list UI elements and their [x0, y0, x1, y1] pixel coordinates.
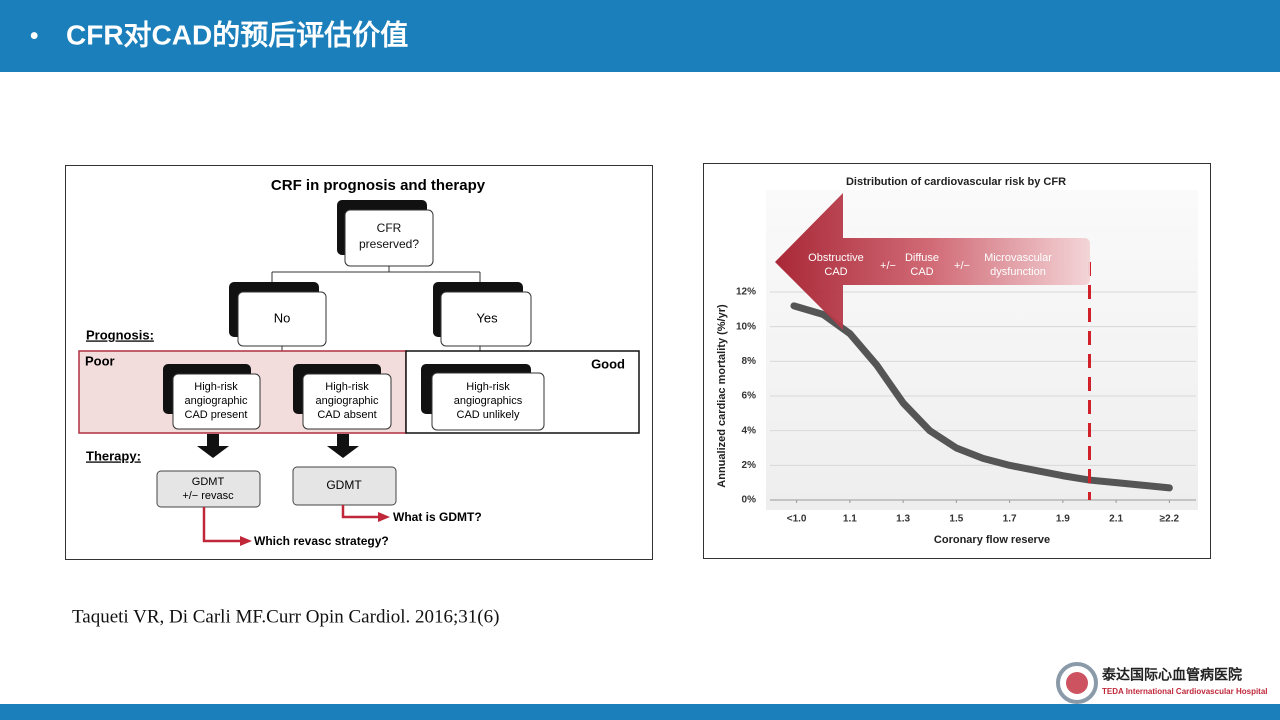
node-text: CAD unlikely	[457, 409, 520, 421]
node-text: High-risk	[194, 381, 238, 393]
arrow-label: Obstructive	[808, 252, 864, 264]
label: Good	[591, 356, 625, 371]
red-arrowhead	[240, 536, 252, 546]
y-tick-label: 10%	[736, 321, 756, 332]
y-tick-label: 2%	[742, 460, 757, 471]
y-tick-label: 0%	[742, 495, 757, 506]
logo-name: 泰达国际心血管病医院	[1101, 667, 1242, 683]
bullet: •	[30, 22, 38, 49]
node-text: angiographics	[454, 395, 523, 407]
y-tick-label: 12%	[736, 287, 756, 298]
x-tick-label: <1.0	[787, 514, 807, 525]
red-arrow	[341, 505, 380, 519]
slide-title: CFR对CAD的预后评估价值	[66, 18, 408, 50]
arrow-label: dysfunction	[990, 266, 1046, 278]
chart-title: Distribution of cardiovascular risk by C…	[846, 176, 1066, 188]
risk-curve	[790, 302, 1173, 492]
x-tick-label: 1.1	[843, 514, 857, 525]
header-bar	[0, 0, 1280, 72]
node-text: angiographic	[185, 395, 248, 407]
x-tick-label: 1.9	[1056, 514, 1070, 525]
y-tick-label: 8%	[742, 356, 757, 367]
box	[172, 373, 261, 430]
arrow-label: CAD	[824, 266, 847, 278]
box	[344, 209, 434, 267]
y-axis-label: Annualized cardiac mortality (%/yr)	[716, 304, 728, 488]
diagram-title: CRF in prognosis and therapy	[271, 177, 486, 194]
question: Which revasc strategy?	[254, 534, 389, 548]
x-tick-label: 1.5	[949, 514, 963, 525]
node-text: +/− revasc	[182, 490, 234, 502]
node-text: angiographic	[316, 395, 379, 407]
node-text: High-risk	[325, 381, 369, 393]
arrow-label: +/−	[954, 260, 970, 272]
node-text: CAD present	[185, 409, 248, 421]
node-text: High-risk	[466, 381, 510, 393]
box	[302, 373, 392, 430]
question: What is GDMT?	[393, 510, 482, 524]
arrow-label: +/−	[880, 260, 896, 272]
y-tick-label: 6%	[742, 391, 757, 402]
x-tick-label: ≥2.2	[1160, 514, 1180, 525]
label: Prognosis:	[86, 327, 154, 342]
logo-english: TEDA International Cardiovascular Hospit…	[1102, 687, 1268, 696]
node-text: GDMT	[326, 478, 362, 492]
down-arrow	[327, 434, 359, 458]
logo-icon	[1066, 672, 1088, 694]
label: Therapy:	[86, 448, 141, 463]
node-text: GDMT	[192, 476, 225, 488]
footer-bar	[0, 704, 1280, 720]
arrow-label: CAD	[910, 266, 933, 278]
label: Poor	[85, 353, 115, 368]
node-text: CAD absent	[317, 409, 376, 421]
box	[431, 372, 545, 431]
diagram: CRF in prognosis and therapy CFR preserv…	[65, 165, 653, 560]
node-text: Yes	[476, 310, 498, 325]
box	[156, 470, 261, 508]
down-arrow	[197, 434, 229, 458]
box	[440, 291, 532, 347]
x-tick-label: 1.7	[1003, 514, 1017, 525]
node-text: CFR	[377, 221, 402, 235]
arrow-label: Microvascular	[984, 252, 1052, 264]
x-tick-label: 2.1	[1109, 514, 1123, 525]
node-text: preserved?	[359, 237, 419, 251]
citation: Taqueti VR, Di Carli MF.Curr Opin Cardio…	[72, 606, 499, 627]
x-axis-label: Coronary flow reserve	[934, 534, 1050, 546]
risk-arrow	[775, 193, 1090, 330]
arrow-label: Diffuse	[905, 252, 939, 264]
red-arrowhead	[378, 512, 390, 522]
x-tick-label: 1.3	[896, 514, 910, 525]
y-tick-label: 4%	[742, 425, 757, 436]
node-text: No	[274, 310, 291, 325]
box	[292, 466, 397, 506]
red-arrow	[202, 507, 242, 543]
box	[237, 291, 327, 347]
